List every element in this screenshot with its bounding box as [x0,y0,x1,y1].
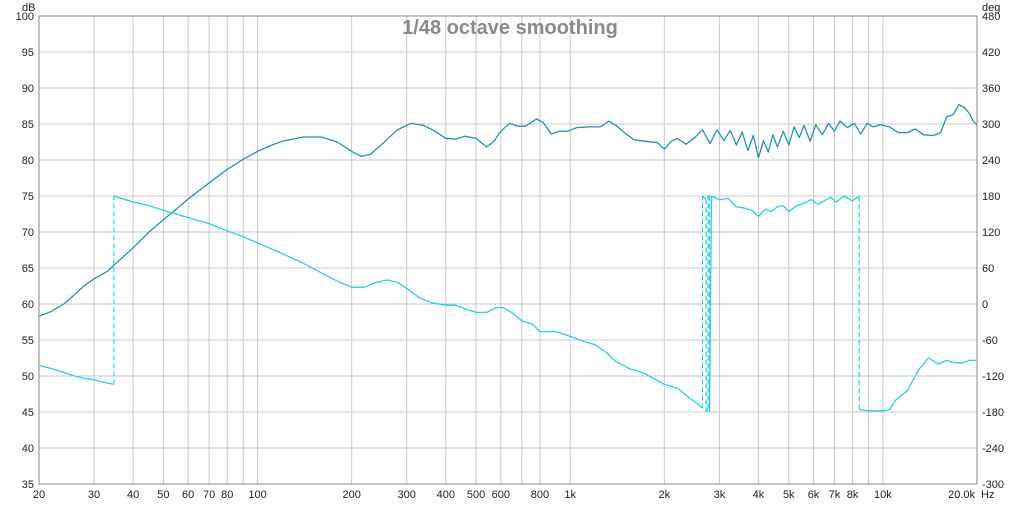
phase-line [113,195,703,409]
y-right-tick-label: 300 [982,119,1000,131]
plot-frame [38,15,978,485]
tick-labels: 20 30 40 50 60 70 80 100 200 300 400 500 600 800 1k 2k 3… [16,11,1004,501]
y-left-tick-label: 55 [22,335,34,347]
x-tick-label: 3k [714,489,726,501]
y-right-tick-label: -300 [982,479,1004,491]
x-tick-label: 7k [829,489,841,501]
phase-line [859,357,977,412]
y-right-tick-label: -120 [982,371,1004,383]
y-right-tick-label: 240 [982,155,1000,167]
x-tick-label: 200 [342,489,360,501]
x-tick-label: 300 [398,489,416,501]
y-left-unit-label: dB [22,2,35,14]
y-right-tick-label: -60 [982,335,998,347]
y-left-tick-label: 45 [22,407,34,419]
y-left-tick-label: 85 [22,119,34,131]
x-tick-label: 500 [467,489,485,501]
y-left-tick-label: 35 [22,479,34,491]
y-left-tick-label: 75 [22,191,34,203]
y-left-tick-label: 95 [22,47,34,59]
x-tick-label: 20.0k [948,489,975,501]
x-tick-label: 10k [874,489,892,501]
magnitude-line [38,103,978,317]
x-tick-label: 1k [564,489,576,501]
x-tick-label: 400 [437,489,455,501]
x-tick-label: 100 [248,489,266,501]
chart-title: 1/48 octave smoothing [402,17,618,39]
y-right-tick-label: 0 [982,299,988,311]
x-tick-label: 20 [33,489,45,501]
y-left-tick-label: 50 [22,371,34,383]
x-tick-label: 800 [531,489,549,501]
x-tick-label: 8k [847,489,859,501]
y-right-unit-label: deg [982,2,1000,14]
x-tick-label: 5k [783,489,795,501]
y-right-tick-label: 60 [982,263,994,275]
y-left-tick-label: 100 [16,11,34,23]
y-left-tick-label: 40 [22,443,34,455]
y-left-tick-label: 70 [22,227,34,239]
x-unit-label: Hz [981,489,994,501]
phase-line [708,195,860,413]
phase-line [702,195,707,201]
x-tick-label: 60 [182,489,194,501]
phase-line [38,364,114,386]
y-right-tick-label: 360 [982,83,1000,95]
y-right-tick-label: 420 [982,47,1000,59]
x-tick-label: 600 [492,489,510,501]
y-left-tick-label: 80 [22,155,34,167]
x-tick-label: 50 [157,489,169,501]
y-right-tick-label: 120 [982,227,1000,239]
y-left-tick-label: 65 [22,263,34,275]
y-right-tick-label: -180 [982,407,1004,419]
y-left-tick-label: 90 [22,83,34,95]
x-tick-label: 6k [808,489,820,501]
y-right-tick-label: 480 [982,11,1000,23]
x-tick-label: 2k [659,489,671,501]
series-lines [38,103,978,413]
x-tick-label: 30 [88,489,100,501]
x-tick-label: 4k [753,489,765,501]
y-left-tick-label: 60 [22,299,34,311]
grid-lines [38,15,978,485]
phase-line [705,408,709,413]
x-tick-label: 80 [221,489,233,501]
x-tick-label: 70 [203,489,215,501]
x-tick-label: 40 [127,489,139,501]
y-right-tick-label: -240 [982,443,1004,455]
y-right-tick-label: 180 [982,191,1000,203]
